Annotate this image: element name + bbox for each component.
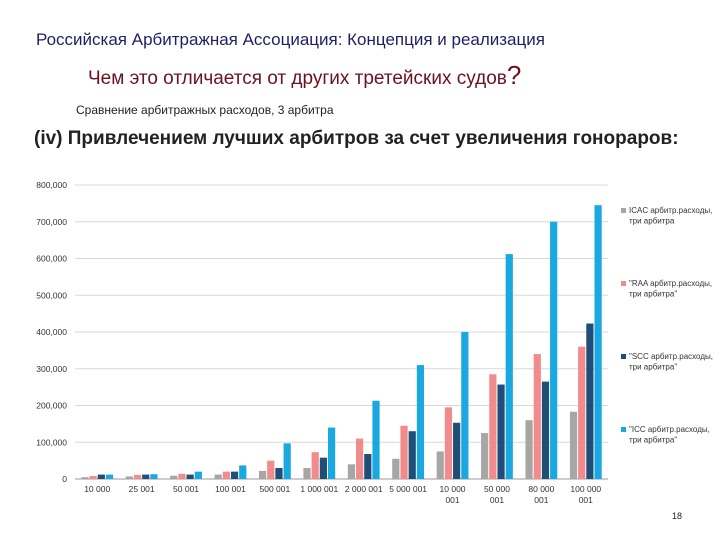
y-tick-label: 100,000 <box>36 437 67 447</box>
x-tick-label: 100 000 <box>570 484 601 494</box>
legend-label: три арбитра" <box>629 436 677 445</box>
bar <box>311 452 319 479</box>
x-tick-label: 10 000 <box>84 484 110 494</box>
bar <box>186 474 194 479</box>
legend-swatch <box>621 281 626 286</box>
legend-swatch <box>621 354 626 359</box>
y-tick-label: 300,000 <box>36 364 67 374</box>
legend-label: три арбитра" <box>629 363 677 372</box>
legend-label: ICAC арбитр.расходы, <box>629 206 712 215</box>
y-tick-label: 700,000 <box>36 217 67 227</box>
bar <box>81 477 89 479</box>
bar <box>408 431 416 479</box>
x-tick-label: 50 001 <box>173 484 199 494</box>
bar <box>569 411 578 479</box>
x-tick-label: 2 000 001 <box>345 484 383 494</box>
bar <box>392 458 400 479</box>
bar <box>444 407 453 479</box>
x-tick-label: 1 000 001 <box>300 484 338 494</box>
bar <box>525 420 533 479</box>
bar <box>89 476 97 479</box>
slide-header: Российская Арбитражная Ассоциация: Конце… <box>36 30 545 49</box>
x-tick-label: 001 <box>579 495 593 505</box>
bar <box>97 474 105 479</box>
bar <box>142 474 150 479</box>
bar <box>178 473 186 479</box>
x-tick-label: 10 000 <box>440 484 466 494</box>
legend-label: "SCC арбитр.расходы, <box>629 352 713 361</box>
y-tick-label: 0 <box>62 474 67 484</box>
bar <box>436 451 444 479</box>
bar <box>194 471 202 479</box>
bar <box>347 464 356 479</box>
x-tick-label: 001 <box>490 495 504 505</box>
bar <box>594 205 602 479</box>
bar <box>319 457 327 479</box>
bar <box>222 471 230 479</box>
bar <box>214 474 222 479</box>
bar <box>505 254 513 479</box>
x-tick-label: 001 <box>534 495 548 505</box>
legend-label: "RAA арбитр.расходы, <box>629 279 712 288</box>
legend-label: три арбитра" <box>629 290 677 299</box>
bar <box>533 354 541 479</box>
bar <box>239 465 247 479</box>
bar <box>283 443 291 479</box>
bar <box>586 323 594 479</box>
bar <box>125 476 133 479</box>
y-tick-label: 200,000 <box>36 401 67 411</box>
x-tick-label: 100 001 <box>215 484 246 494</box>
bar <box>170 475 178 479</box>
legend-label: "ICC арбитр.расходы, <box>629 425 710 434</box>
bar <box>372 400 380 479</box>
bar <box>578 346 586 479</box>
section-heading: (iv) Привлечением лучших арбитров за сче… <box>34 128 679 149</box>
y-tick-label: 500,000 <box>36 290 67 300</box>
x-tick-label: 001 <box>445 495 459 505</box>
bar <box>267 460 275 479</box>
bar <box>364 454 372 479</box>
slide-subtitle: Чем это отличается от других третейских … <box>88 60 521 91</box>
bar <box>303 467 311 479</box>
bar <box>489 374 497 479</box>
bar <box>356 438 364 479</box>
bar <box>541 381 550 479</box>
bar <box>481 433 489 479</box>
bar <box>230 471 239 479</box>
bar <box>327 427 336 479</box>
chart-caption: Сравнение арбитражных расходов, 3 арбитр… <box>76 103 334 117</box>
bar <box>416 365 425 479</box>
bar <box>461 332 469 479</box>
subtitle-question-mark: ? <box>506 60 522 90</box>
bar <box>497 384 505 479</box>
bar <box>105 474 114 479</box>
bar <box>400 425 408 479</box>
bar <box>150 474 158 479</box>
x-tick-label: 80 000 <box>528 484 554 494</box>
bar <box>550 221 558 479</box>
bar <box>133 474 142 479</box>
legend-swatch <box>621 427 626 432</box>
x-tick-label: 25 001 <box>129 484 155 494</box>
x-tick-label: 50 000 <box>484 484 510 494</box>
x-tick-label: 500 001 <box>260 484 291 494</box>
x-tick-label: 5 000 001 <box>389 484 427 494</box>
y-tick-label: 600,000 <box>36 254 67 264</box>
bar <box>258 470 267 479</box>
page-number: 18 <box>672 511 683 521</box>
y-tick-label: 800,000 <box>36 180 67 190</box>
y-tick-label: 400,000 <box>36 327 67 337</box>
subtitle-text: Чем это отличается от других третейских … <box>88 68 507 89</box>
legend-swatch <box>621 208 626 213</box>
legend-label: три арбитра <box>629 217 675 226</box>
bar <box>275 467 283 479</box>
bar <box>453 422 461 479</box>
